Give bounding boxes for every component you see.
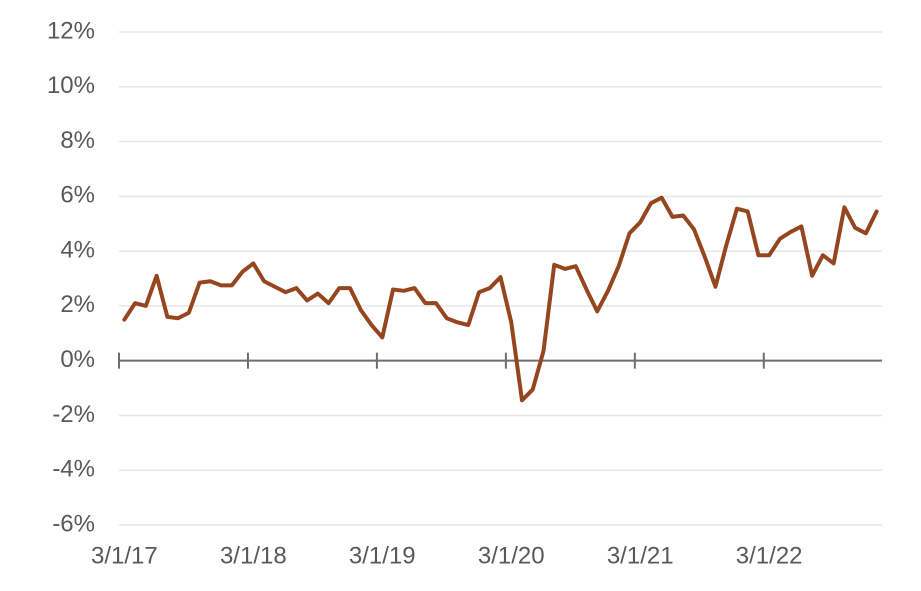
- x-tick-label: 3/1/18: [220, 542, 287, 569]
- y-tick-label: -6%: [52, 510, 95, 537]
- x-tick-label: 3/1/17: [91, 542, 158, 569]
- y-tick-label: 10%: [47, 72, 95, 99]
- y-tick-label: 8%: [60, 127, 95, 154]
- y-tick-label: 12%: [47, 17, 95, 44]
- x-tick-label: 3/1/21: [607, 542, 674, 569]
- y-tick-label: -4%: [52, 456, 95, 483]
- x-tick-label: 3/1/20: [478, 542, 545, 569]
- y-tick-label: 4%: [60, 236, 95, 263]
- x-tick-label: 3/1/22: [736, 542, 803, 569]
- y-tick-label: 6%: [60, 182, 95, 209]
- y-tick-label: -2%: [52, 401, 95, 428]
- line-series: [122, 195, 879, 403]
- y-tick-label: 2%: [60, 291, 95, 318]
- y-tick-label: 0%: [60, 346, 95, 373]
- x-tick-label: 3/1/19: [349, 542, 416, 569]
